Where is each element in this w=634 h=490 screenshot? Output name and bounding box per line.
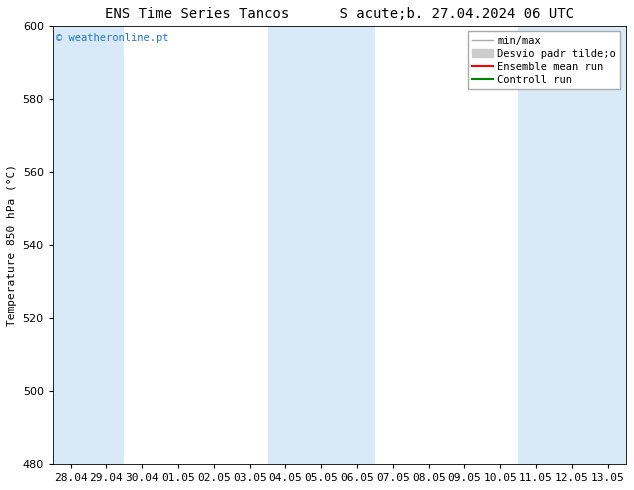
Bar <box>53 26 124 464</box>
Bar <box>518 26 626 464</box>
Text: © weatheronline.pt: © weatheronline.pt <box>56 33 168 43</box>
Legend: min/max, Desvio padr tilde;o, Ensemble mean run, Controll run: min/max, Desvio padr tilde;o, Ensemble m… <box>469 31 620 89</box>
Bar <box>268 26 375 464</box>
Title: ENS Time Series Tancos      S acute;b. 27.04.2024 06 UTC: ENS Time Series Tancos S acute;b. 27.04.… <box>105 7 574 21</box>
Y-axis label: Temperature 850 hPa (°C): Temperature 850 hPa (°C) <box>7 164 17 326</box>
